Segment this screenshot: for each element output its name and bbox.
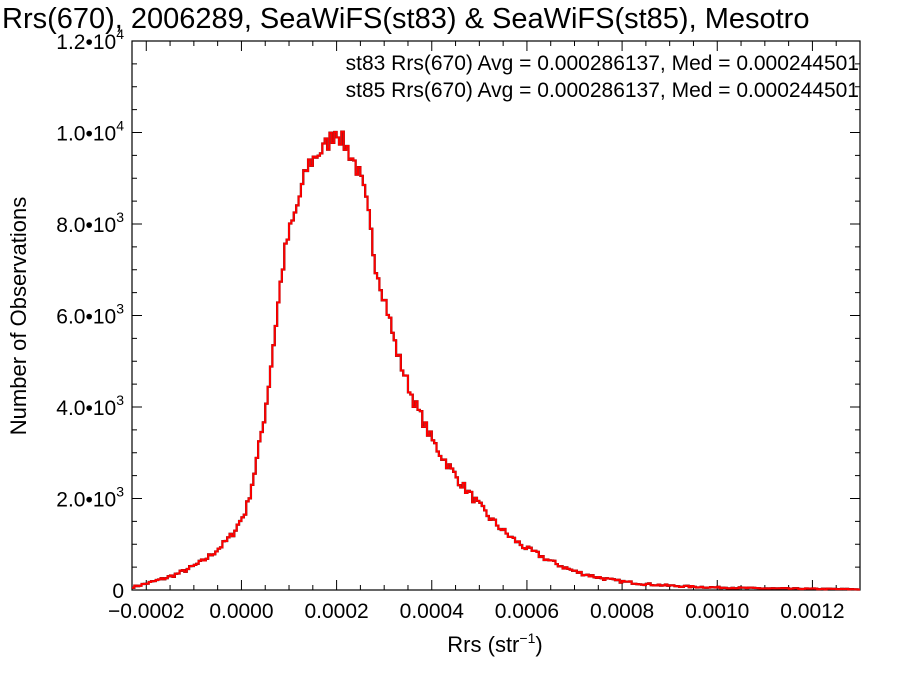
y-tick-label: 4.0•103 xyxy=(56,392,124,420)
y-axis-label-text: Number of Observations xyxy=(6,197,31,435)
x-tick-label: 0.0000 xyxy=(209,600,273,623)
x-axis-label-close: ) xyxy=(535,632,542,657)
x-axis-label-base: Rrs (str xyxy=(447,632,519,657)
x-tick-label: 0.0006 xyxy=(495,600,559,623)
x-tick-label: 0.0010 xyxy=(685,600,749,623)
y-tick-label: 1.0•104 xyxy=(56,118,124,146)
annotation-line: st83 Rrs(670) Avg = 0.000286137, Med = 0… xyxy=(346,52,859,75)
x-tick-label: 0.0008 xyxy=(590,600,654,623)
annotation-line: st85 Rrs(670) Avg = 0.000286137, Med = 0… xyxy=(346,79,859,102)
histogram-series xyxy=(132,130,860,591)
legend-annotations: st83 Rrs(670) Avg = 0.000286137, Med = 0… xyxy=(346,52,859,102)
plot-frame xyxy=(131,40,861,591)
x-tick-label: 0.0012 xyxy=(780,600,844,623)
x-axis-label: Rrs (str−1) xyxy=(447,630,542,657)
x-axis-ticks: −0.0002 0.0000 0.0002 0.0004 0.0006 0.0008 0.0… xyxy=(108,41,861,623)
x-tick-label: 0.0004 xyxy=(400,600,465,623)
y-tick-label: 0 xyxy=(112,580,124,603)
y-tick-label: 1.2•104 xyxy=(56,26,124,54)
x-tick-label: −0.0002 xyxy=(108,600,185,623)
x-tick-label: 0.0002 xyxy=(304,600,368,623)
x-axis-label-exponent: −1 xyxy=(519,630,535,646)
y-tick-label: 6.0•103 xyxy=(56,301,124,329)
y-tick-label: 8.0•103 xyxy=(56,209,124,237)
chart-title: Rrs(670), 2006289, SeaWiFS(st83) & SeaWi… xyxy=(2,3,809,35)
y-axis-label: Number of Observations xyxy=(6,197,31,435)
y-axis-ticks: 0 2.0•103 4.0•103 6.0•103 8.0•103 1.0•104 1.2•… xyxy=(56,26,860,603)
plot-area-border xyxy=(131,40,861,591)
y-tick-label: 2.0•103 xyxy=(56,484,124,512)
series-st85 xyxy=(132,130,860,591)
